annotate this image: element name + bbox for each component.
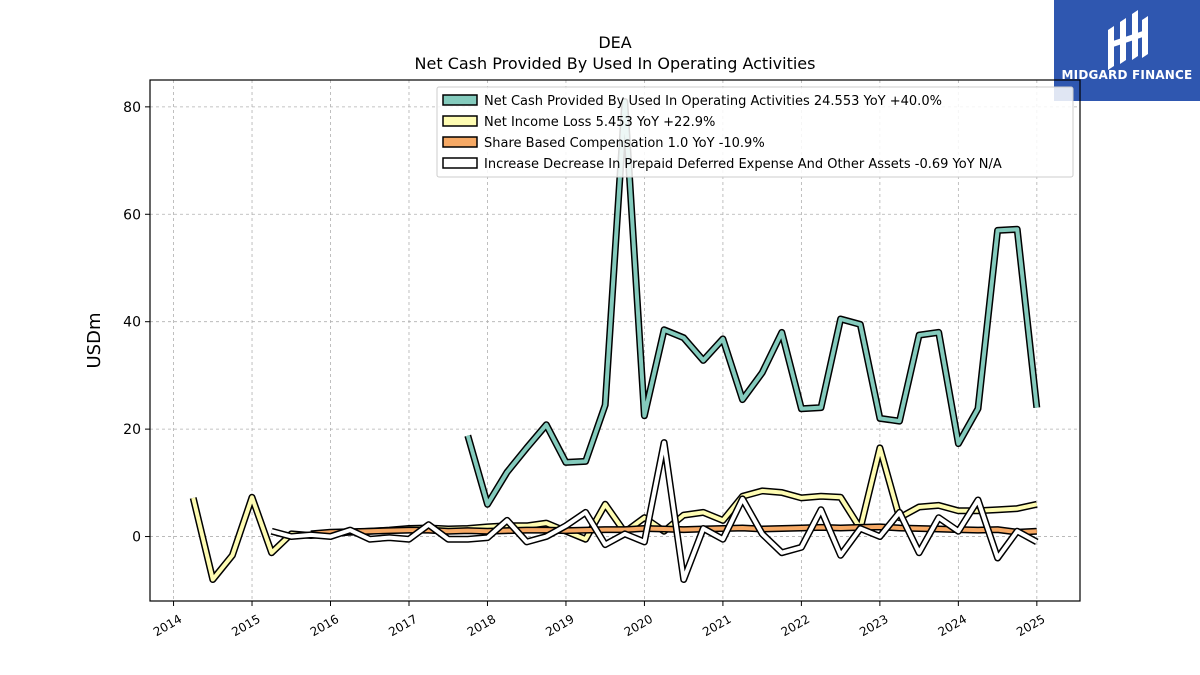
y-axis: 0 20 40 60 80	[123, 100, 150, 546]
legend-entry: Increase Decrease In Prepaid Deferred Ex…	[484, 157, 1002, 172]
brand-mark-icon	[1108, 10, 1148, 70]
x-tick-label: 2016	[308, 612, 341, 639]
chart-title: DEA	[598, 33, 632, 52]
legend-swatch	[442, 115, 478, 127]
x-tick-label: 2019	[543, 612, 576, 639]
x-tick-label: 2018	[465, 612, 498, 639]
series-outline-3	[270, 439, 1039, 583]
brand-logo: MIDGARD FINANCE	[1054, 0, 1200, 101]
y-tick-label: 80	[123, 100, 141, 116]
legend-swatch	[442, 94, 478, 106]
plot-frame	[149, 79, 1081, 602]
y-tick-label: 60	[123, 207, 141, 223]
series-line-3	[271, 440, 1038, 582]
x-tick-label: 2025	[1014, 612, 1047, 639]
legend-entry: Net Income Loss 5.453 YoY +22.9%	[484, 115, 715, 130]
x-tick-label: 2021	[700, 612, 733, 639]
legend-swatch	[442, 136, 478, 148]
chart-title-block: DEA Net Cash Provided By Used In Operati…	[0, 32, 1200, 74]
y-tick-label: 40	[123, 315, 141, 331]
x-axis: 2014 2015 2016 2017 2018 2019 2020 2021 2022 2023…	[151, 601, 1048, 639]
x-tick-label: 2023	[857, 612, 890, 639]
series-line-0	[465, 99, 1039, 507]
legend-box	[436, 86, 1074, 178]
chart-subtitle: Net Cash Provided By Used In Operating A…	[414, 54, 816, 73]
series-lines	[189, 98, 1041, 583]
legend: Net Cash Provided By Used In Operating A…	[436, 86, 1074, 178]
x-tick-label: 2022	[779, 612, 812, 639]
x-tick-label: 2015	[229, 612, 262, 639]
legend-swatch	[442, 157, 478, 169]
x-tick-label: 2024	[936, 612, 969, 639]
y-tick-label: 20	[123, 422, 141, 438]
x-tick-label: 2014	[151, 612, 184, 639]
y-tick-label: 0	[132, 530, 141, 546]
x-tick-label: 2020	[622, 612, 655, 639]
brand-name: MIDGARD FINANCE	[1061, 68, 1193, 82]
legend-entry: Share Based Compensation 1.0 YoY -10.9%	[484, 136, 765, 151]
x-tick-label: 2017	[386, 612, 419, 639]
y-axis-label: USDm	[84, 313, 105, 369]
legend-entry: Net Cash Provided By Used In Operating A…	[484, 94, 942, 109]
